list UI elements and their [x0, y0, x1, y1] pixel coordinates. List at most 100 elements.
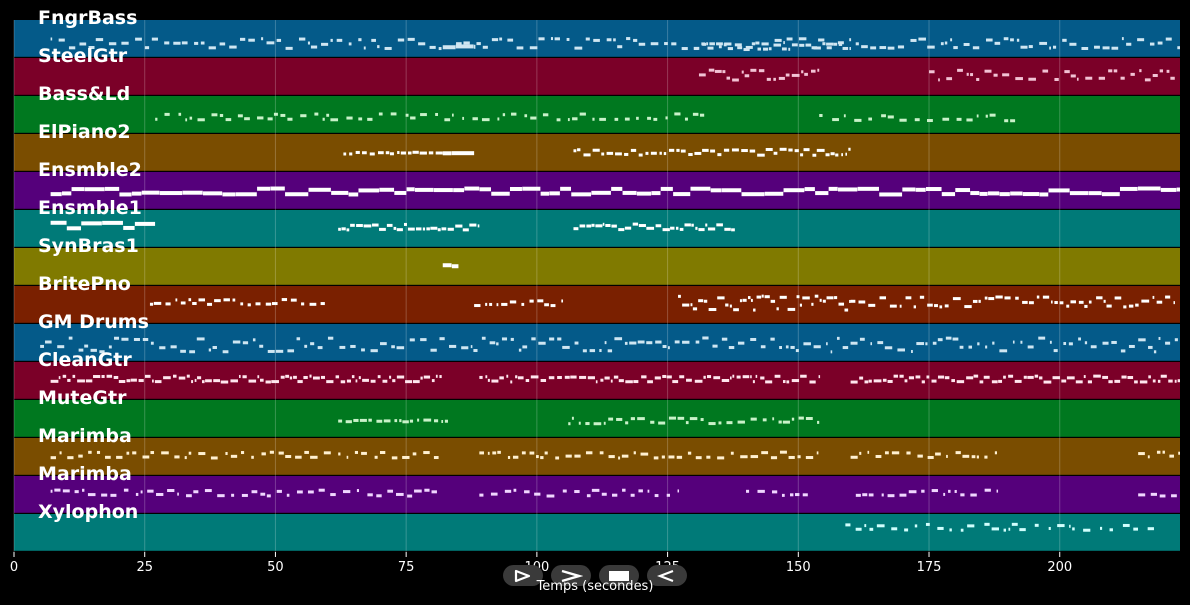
note [705, 223, 708, 227]
note [350, 223, 355, 227]
note [638, 224, 646, 228]
note [509, 300, 517, 304]
note [180, 349, 186, 353]
note [72, 374, 76, 378]
note [984, 488, 991, 492]
note [390, 112, 397, 116]
note [599, 117, 606, 121]
note [758, 69, 765, 73]
note [370, 379, 376, 383]
note [165, 302, 171, 306]
note [662, 374, 667, 378]
note [766, 77, 771, 81]
note [355, 150, 360, 154]
note [668, 455, 675, 459]
note [239, 37, 246, 41]
note [1042, 69, 1049, 73]
note [914, 524, 918, 528]
note [953, 46, 958, 50]
note [618, 456, 621, 460]
note [1003, 37, 1009, 41]
play-button[interactable] [503, 565, 543, 586]
forward-button[interactable] [551, 565, 591, 586]
note [409, 419, 414, 423]
note [287, 117, 293, 121]
track-label: GM Drums [38, 311, 149, 333]
note [931, 379, 937, 383]
note [802, 296, 810, 300]
note [826, 296, 834, 300]
note [600, 378, 604, 382]
note [778, 76, 785, 80]
rewind-button[interactable] [647, 565, 687, 586]
note [271, 302, 278, 306]
note [339, 345, 346, 349]
note [118, 380, 126, 384]
note [650, 42, 659, 46]
note [593, 38, 600, 42]
note [591, 223, 595, 227]
note [699, 113, 705, 117]
note [521, 302, 525, 306]
stop-button[interactable] [599, 565, 639, 586]
note [674, 340, 680, 344]
note [798, 416, 804, 420]
note [798, 37, 807, 41]
note [1108, 380, 1113, 384]
note [534, 492, 541, 496]
note [356, 224, 363, 228]
note [913, 305, 917, 309]
note [242, 341, 249, 345]
note [489, 341, 496, 345]
note [984, 296, 988, 300]
note [1027, 345, 1034, 349]
note [937, 338, 943, 342]
note [1014, 379, 1022, 383]
note [618, 379, 624, 383]
note [773, 77, 776, 81]
note [437, 228, 441, 232]
note [841, 153, 843, 157]
note [708, 68, 715, 72]
note [574, 341, 579, 345]
note [994, 451, 997, 455]
note [960, 528, 964, 532]
note [976, 114, 979, 118]
note [50, 456, 56, 460]
note [721, 337, 728, 341]
note [135, 492, 139, 496]
note [1159, 69, 1164, 73]
note [530, 116, 537, 120]
note [653, 117, 658, 121]
note [1066, 304, 1070, 308]
note [688, 153, 693, 157]
note [752, 380, 755, 384]
note [861, 45, 868, 49]
note [830, 350, 833, 354]
note [402, 420, 409, 424]
note [864, 524, 867, 528]
note [310, 455, 318, 459]
note [677, 416, 685, 420]
note [562, 345, 570, 349]
note [275, 349, 284, 353]
play-icon [514, 569, 531, 582]
note [615, 152, 622, 156]
note [267, 349, 275, 353]
note [625, 421, 629, 425]
note [307, 490, 314, 494]
note [779, 346, 783, 350]
note [622, 488, 626, 492]
note [276, 38, 282, 42]
note [501, 302, 508, 306]
note [386, 223, 393, 227]
note [927, 45, 935, 49]
note [320, 302, 325, 306]
note [153, 301, 162, 305]
note [795, 349, 799, 353]
note [927, 119, 933, 123]
note [1123, 305, 1127, 309]
note [1069, 191, 1089, 196]
note [1068, 342, 1073, 346]
note [613, 38, 616, 42]
